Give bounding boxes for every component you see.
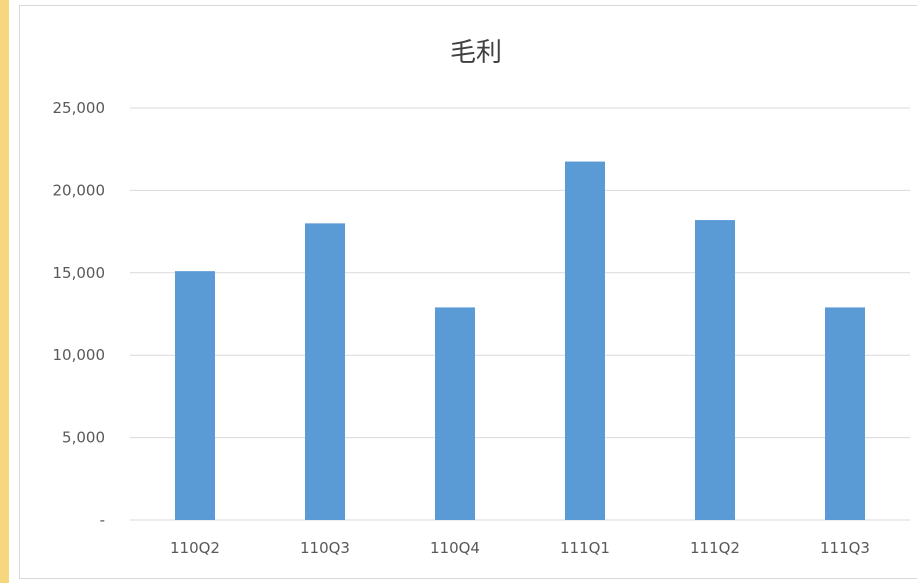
- y-tick-label: 20,000: [53, 181, 106, 199]
- x-tick-label: 111Q1: [560, 539, 610, 557]
- gridlines: [130, 107, 910, 521]
- x-tick-label: 110Q3: [300, 539, 350, 557]
- bar-111Q2: [695, 220, 735, 520]
- bar-110Q3: [305, 223, 345, 521]
- bar-111Q1: [565, 161, 605, 520]
- x-tick-label: 110Q4: [430, 539, 480, 557]
- bar-110Q2: [175, 271, 215, 520]
- chart-title: 毛利: [450, 38, 502, 68]
- y-tick-label: 25,000: [53, 99, 106, 117]
- x-tick-label: 111Q2: [690, 539, 740, 557]
- y-tick-label: -: [100, 511, 105, 529]
- y-tick-label: 15,000: [53, 264, 106, 282]
- y-tick-label: 5,000: [62, 429, 105, 447]
- x-tick-label: 111Q3: [820, 539, 870, 557]
- x-axis-tick-labels: 110Q2 110Q3 110Q4 111Q1 111Q2 111Q3: [170, 539, 870, 557]
- bar-110Q4: [435, 307, 475, 520]
- y-axis-tick-labels: - 5,000 10,000 15,000 20,000 25,000: [53, 99, 106, 529]
- bars: [175, 161, 865, 521]
- y-tick-label: 10,000: [53, 346, 106, 364]
- bar-111Q3: [825, 307, 865, 520]
- x-tick-label: 110Q2: [170, 539, 220, 557]
- chart-area: 毛利 -5,000 10,000 15,000 20,000 25,000 110Q2 1…: [19, 5, 917, 579]
